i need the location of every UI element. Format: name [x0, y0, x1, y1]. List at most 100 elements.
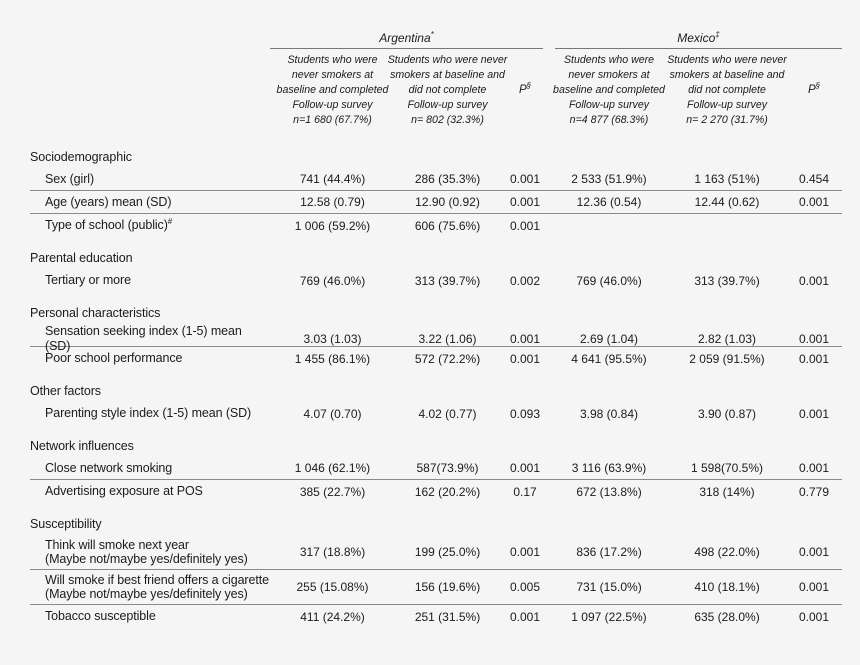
table-row: Advertising exposure at POS 385 (22.7%) 16…	[30, 480, 842, 503]
row-label: Poor school performance	[45, 351, 183, 366]
country-group-label: Argentina*	[379, 30, 434, 46]
data-cell: 587(73.9%)	[416, 461, 479, 475]
table-row: Tobacco susceptible 411 (24.2%) 251 (31.5%…	[30, 605, 842, 628]
p-value-cell: 0.001	[798, 461, 830, 475]
column-header-spacer	[30, 53, 270, 128]
data-cell: 3.90 (0.87)	[697, 406, 757, 421]
row-label: Type of school (public)#	[45, 217, 173, 233]
data-cell: 251 (31.5%)	[414, 609, 481, 624]
column-header-argentina-not-completed: Students who were never smokers at basel…	[387, 54, 508, 126]
data-cell: 1 598(70.5%)	[690, 461, 764, 475]
p-value-cell: 0.001	[798, 545, 830, 559]
p-value-cell: 0.002	[509, 273, 541, 288]
data-cell: 1 046 (62.1%)	[294, 461, 371, 475]
section-title: Sociodemographic	[30, 150, 132, 164]
comparison-table: Argentina* Mexico‡ Students who were nev…	[30, 31, 842, 628]
data-cell: 199 (25.0%)	[414, 545, 481, 559]
p-value-cell: 0.779	[798, 484, 830, 499]
country-group-mexico: Mexico‡	[555, 31, 842, 49]
data-cell: 411 (24.2%)	[300, 609, 365, 624]
column-header-p-argentina: P§	[518, 81, 532, 96]
data-cell: 1 455 (86.1%)	[294, 351, 371, 366]
data-cell: 385 (22.7%)	[299, 484, 366, 499]
data-cell: 836 (17.2%)	[576, 545, 642, 559]
section-title: Network influences	[30, 439, 134, 453]
data-cell: 2.69 (1.04)	[579, 331, 639, 346]
data-cell: 4.02 (0.77)	[418, 406, 477, 421]
group-header-spacer	[30, 31, 270, 49]
table-group-header-row: Argentina* Mexico‡	[30, 31, 842, 49]
table-row: Poor school performance 1 455 (86.1%) 572 …	[30, 347, 842, 370]
data-cell: 3.03 (1.03)	[303, 331, 362, 346]
table-row: Age (years) mean (SD) 12.58 (0.79) 12.90 (…	[30, 191, 842, 214]
section-title: Other factors	[30, 384, 101, 398]
row-label: Parenting style index (1-5) mean (SD)	[45, 406, 252, 421]
p-value-cell: 0.001	[509, 351, 541, 366]
column-header-mexico-completed: Students who were never smokers at basel…	[553, 54, 665, 126]
data-cell: 317 (18.8%)	[299, 545, 366, 559]
p-value-cell: 0.001	[798, 351, 830, 366]
row-label: Tobacco susceptible	[45, 609, 156, 624]
p-value-cell: 0.001	[509, 461, 541, 475]
section-personal-characteristics: Personal characteristics Sensation seekin…	[30, 305, 842, 370]
table-row: Will smoke if best friend offers a cigar…	[30, 570, 842, 605]
column-header-mexico-not-completed: Students who were never smokers at basel…	[667, 54, 787, 126]
p-value-cell: 0.001	[798, 406, 830, 421]
row-label: Close network smoking	[45, 460, 173, 475]
data-cell: 769 (46.0%)	[576, 273, 642, 288]
data-cell: 3.98 (0.84)	[579, 406, 639, 421]
p-value-cell: 0.454	[798, 172, 830, 186]
section-network-influences: Network influences Close network smoking 1…	[30, 438, 842, 503]
data-cell: 498 (22.0%)	[694, 545, 760, 559]
data-cell: 2 533 (51.9%)	[571, 172, 647, 186]
data-cell: 769 (46.0%)	[299, 273, 366, 288]
section-title: Personal characteristics	[30, 306, 161, 320]
p-value-cell: 0.001	[509, 218, 541, 233]
table-row: Think will smoke next year (Maybe not/may…	[30, 535, 842, 570]
row-label: Think will smoke next year (Maybe not/may…	[30, 538, 270, 567]
row-label: Sensation seeking index (1-5) mean (SD)	[45, 324, 242, 353]
data-cell: 410 (18.1%)	[694, 580, 760, 594]
p-value-cell: 0.005	[509, 580, 541, 594]
data-cell: 255 (15.08%)	[296, 580, 369, 594]
data-cell: 4.07 (0.70)	[303, 406, 362, 421]
p-value-cell: 0.001	[798, 273, 830, 288]
p-value-cell: 0.001	[509, 331, 541, 346]
row-label: Tertiary or more	[45, 273, 131, 288]
table-body: Sociodemographic Sex (girl) 741 (44.4%) 286…	[30, 149, 842, 628]
footnote-marker: §	[815, 81, 821, 91]
data-cell: 313 (39.7%)	[414, 273, 481, 288]
column-header-p-mexico: P§	[807, 81, 821, 96]
data-cell: 12.36 (0.54)	[576, 195, 642, 209]
footnote-marker: *	[430, 30, 434, 39]
data-cell: 1 006 (59.2%)	[294, 218, 371, 233]
country-group-label: Mexico‡	[677, 30, 720, 46]
section-title: Susceptibility	[30, 517, 102, 531]
data-cell: 3 116 (63.9%)	[571, 461, 647, 475]
data-cell: 2.82 (1.03)	[697, 331, 757, 346]
column-header-argentina-completed: Students who were never smokers at basel…	[276, 54, 389, 126]
table-row: Tertiary or more 769 (46.0%) 313 (39.7%) 0.…	[30, 269, 842, 292]
section-other-factors: Other factors Parenting style index (1-5)…	[30, 383, 842, 425]
data-cell: 313 (39.7%)	[694, 273, 760, 288]
section-parental-education: Parental education Tertiary or more 769 (4…	[30, 250, 842, 292]
footnote-marker: §	[526, 81, 532, 91]
p-value-cell: 0.001	[798, 580, 830, 594]
table-row: Sensation seeking index (1-5) mean (SD) 3…	[30, 324, 842, 353]
table-column-header-row: Students who were never smokers at basel…	[30, 49, 842, 128]
data-cell: 672 (13.8%)	[576, 484, 642, 499]
row-label-line2: (Maybe not/maybe yes/definitely yes)	[45, 552, 248, 566]
data-cell: 635 (28.0%)	[694, 609, 760, 624]
table-row: Parenting style index (1-5) mean (SD) 4.0…	[30, 402, 842, 425]
data-cell: 12.44 (0.62)	[694, 195, 760, 209]
row-label: Advertising exposure at POS	[45, 484, 203, 499]
footnote-marker: ‡	[715, 30, 720, 39]
footnote-marker: #	[167, 217, 173, 227]
row-label: Age (years) mean (SD)	[45, 194, 172, 209]
p-value-cell: 0.001	[509, 195, 541, 209]
data-cell: 286 (35.3%)	[414, 172, 481, 186]
data-cell: 731 (15.0%)	[576, 580, 642, 594]
p-value-cell: 0.001	[509, 609, 541, 624]
section-title: Parental education	[30, 251, 133, 265]
p-value-cell: 0.093	[509, 406, 541, 421]
